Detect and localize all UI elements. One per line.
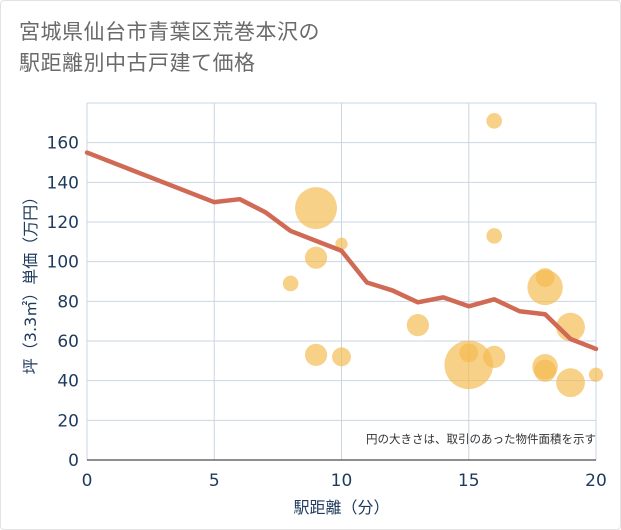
data-bubble xyxy=(588,367,604,382)
y-tick-label: 80 xyxy=(57,292,79,312)
x-tick-label: 10 xyxy=(331,471,353,491)
data-bubble xyxy=(304,343,328,366)
x-tick-label: 5 xyxy=(209,471,220,491)
data-bubble xyxy=(534,359,557,382)
y-tick-label: 100 xyxy=(47,253,79,273)
data-bubble xyxy=(335,237,348,250)
grid-lines xyxy=(86,102,597,461)
trend-line xyxy=(84,150,599,352)
data-bubble xyxy=(444,340,494,390)
data-bubble xyxy=(282,275,299,292)
y-tick-label: 40 xyxy=(57,372,79,392)
data-bubble xyxy=(527,269,563,306)
chart-title-line-1: 宮城県仙台市青葉区荒巻本沢の xyxy=(19,20,320,44)
chart-title: 宮城県仙台市青葉区荒巻本沢の 駅距離別中古戸建て価格 xyxy=(19,17,320,79)
x-tick-label: 0 xyxy=(82,471,93,491)
chart-title-line-2: 駅距離別中古戸建て価格 xyxy=(19,51,256,75)
y-tick-label: 140 xyxy=(47,173,79,193)
data-bubble xyxy=(483,345,506,368)
y-tick-labels: 0 20 40 60 80 100 120 140 160 xyxy=(47,134,79,471)
data-bubble xyxy=(556,368,585,398)
x-axis-label: 駅距離（分） xyxy=(293,498,389,517)
y-tick-label: 60 xyxy=(57,332,79,352)
y-tick-label: 120 xyxy=(47,213,79,233)
data-bubble xyxy=(486,113,503,129)
x-tick-label: 20 xyxy=(585,471,607,491)
annotation-text: 円の大きさは、取引のあった物件面積を示す xyxy=(366,432,596,446)
y-tick-label: 20 xyxy=(57,411,79,431)
data-bubble xyxy=(406,314,429,337)
y-axis-label: 坪（3.3㎡）単価（万円） xyxy=(21,189,40,374)
data-bubble xyxy=(332,347,351,367)
data-bubble xyxy=(304,246,328,269)
trend-line-group xyxy=(84,150,599,352)
x-tick-label: 15 xyxy=(458,471,480,491)
y-tick-label: 0 xyxy=(68,451,79,471)
data-bubble xyxy=(486,228,503,244)
x-tick-labels: 0 5 10 15 20 xyxy=(82,471,607,491)
y-tick-label: 160 xyxy=(47,134,79,154)
data-bubble xyxy=(295,187,338,230)
